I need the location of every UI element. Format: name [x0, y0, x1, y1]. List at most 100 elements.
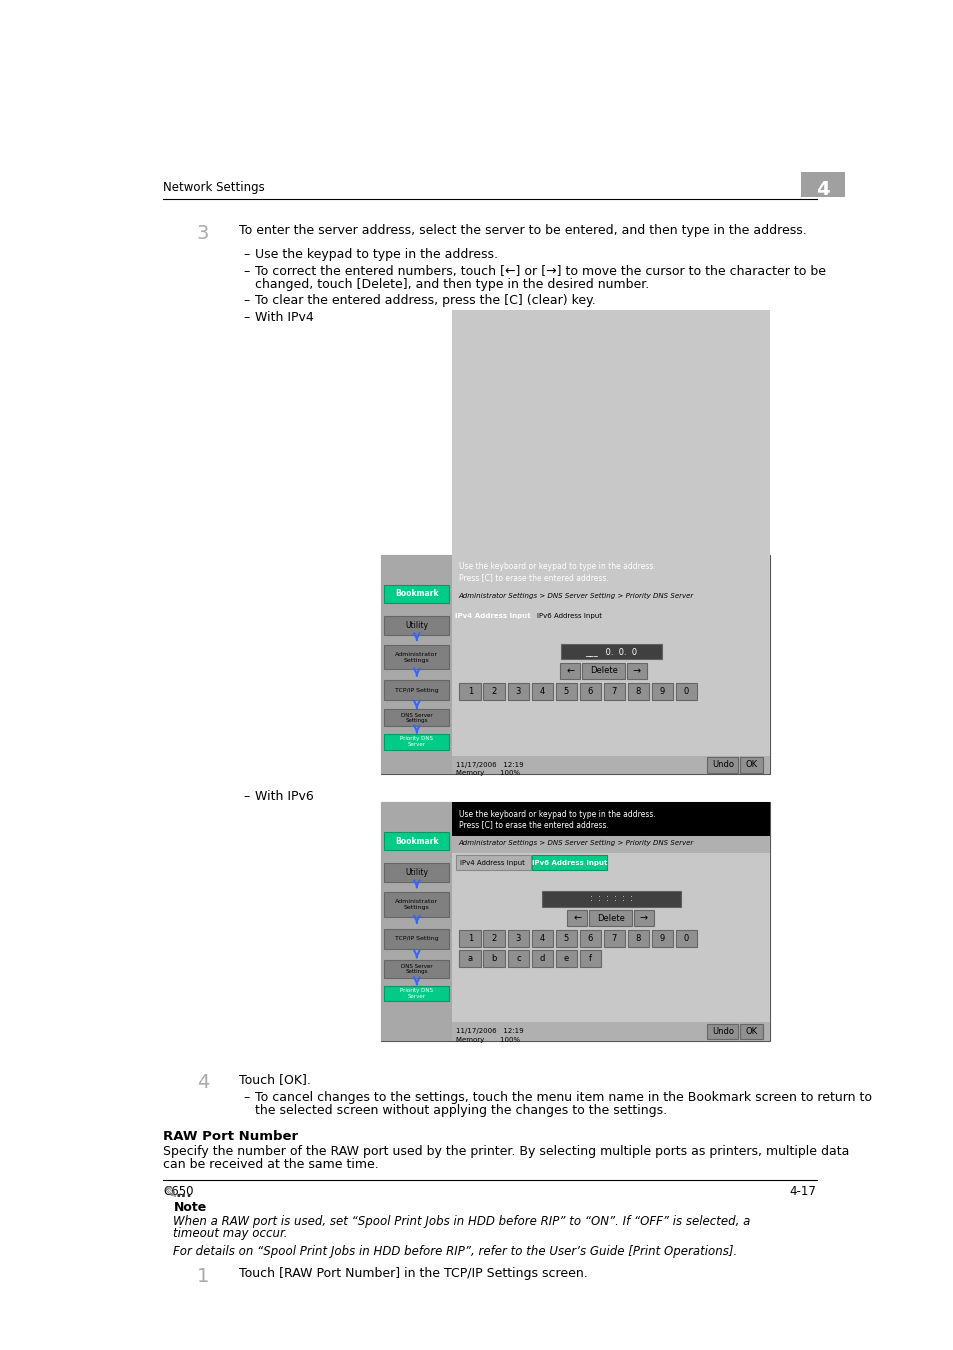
- Text: 3: 3: [196, 224, 209, 243]
- Text: 11/17/2006   12:19: 11/17/2006 12:19: [456, 761, 523, 768]
- FancyBboxPatch shape: [384, 680, 449, 701]
- Text: Priority DNS
Server: Priority DNS Server: [400, 988, 433, 999]
- Bar: [452, 310, 769, 756]
- Text: IPv6 Address Input: IPv6 Address Input: [537, 613, 601, 618]
- Text: 2: 2: [491, 934, 497, 944]
- Text: C650: C650: [163, 1184, 193, 1197]
- FancyBboxPatch shape: [531, 683, 553, 701]
- FancyBboxPatch shape: [531, 950, 553, 968]
- FancyBboxPatch shape: [626, 663, 646, 679]
- FancyBboxPatch shape: [707, 1023, 738, 1040]
- FancyBboxPatch shape: [579, 930, 600, 948]
- FancyBboxPatch shape: [483, 683, 505, 701]
- FancyBboxPatch shape: [581, 663, 624, 679]
- Text: For details on “Spool Print Jobs in HDD before RIP”, refer to the User’s Guide [: For details on “Spool Print Jobs in HDD …: [173, 1246, 737, 1258]
- Text: ___   0.  0.  0: ___ 0. 0. 0: [585, 647, 637, 656]
- Text: 1: 1: [467, 687, 473, 697]
- Text: timeout may occur.: timeout may occur.: [173, 1227, 288, 1239]
- Bar: [381, 802, 769, 1041]
- FancyBboxPatch shape: [507, 930, 529, 948]
- Text: Touch [RAW Port Number] in the TCP/IP Settings screen.: Touch [RAW Port Number] in the TCP/IP Se…: [239, 1266, 587, 1280]
- FancyBboxPatch shape: [384, 960, 449, 979]
- Text: Priority DNS
Server: Priority DNS Server: [400, 736, 433, 747]
- Bar: [381, 802, 452, 1041]
- FancyBboxPatch shape: [579, 950, 600, 968]
- FancyBboxPatch shape: [384, 986, 449, 1002]
- FancyBboxPatch shape: [384, 734, 449, 749]
- Text: Utility: Utility: [405, 868, 428, 878]
- Bar: [801, 171, 844, 197]
- Text: To enter the server address, select the server to be entered, and then type in t: To enter the server address, select the …: [239, 224, 806, 236]
- Text: OK: OK: [745, 760, 757, 770]
- Text: TCP/IP Setting: TCP/IP Setting: [395, 687, 438, 693]
- FancyBboxPatch shape: [384, 892, 449, 917]
- Text: 4: 4: [539, 687, 544, 697]
- Text: Delete: Delete: [596, 914, 624, 922]
- Text: →: →: [632, 666, 640, 676]
- Text: TCP/IP Setting: TCP/IP Setting: [395, 937, 438, 941]
- FancyBboxPatch shape: [384, 864, 449, 882]
- Text: Utility: Utility: [405, 621, 428, 630]
- FancyBboxPatch shape: [384, 617, 449, 634]
- FancyBboxPatch shape: [707, 757, 738, 772]
- Text: 8: 8: [635, 934, 640, 944]
- FancyBboxPatch shape: [532, 608, 607, 624]
- Text: Bookmark: Bookmark: [395, 837, 438, 845]
- FancyBboxPatch shape: [384, 929, 449, 949]
- Text: Use the keyboard or keypad to type in the address.: Use the keyboard or keypad to type in th…: [458, 810, 655, 818]
- FancyBboxPatch shape: [579, 683, 600, 701]
- Text: To correct the entered numbers, touch [←] or [→] to move the cursor to the chara: To correct the entered numbers, touch [←…: [254, 265, 825, 278]
- FancyBboxPatch shape: [384, 832, 449, 850]
- FancyBboxPatch shape: [675, 683, 697, 701]
- Text: Specify the number of the RAW port used by the printer. By selecting multiple po: Specify the number of the RAW port used …: [163, 1145, 849, 1158]
- FancyBboxPatch shape: [555, 950, 577, 968]
- Text: 0: 0: [683, 687, 688, 697]
- Text: 7: 7: [611, 687, 617, 697]
- Bar: [452, 752, 769, 756]
- FancyBboxPatch shape: [588, 910, 632, 926]
- Text: 0: 0: [683, 934, 688, 944]
- FancyBboxPatch shape: [740, 757, 762, 772]
- Text: ←: ←: [573, 913, 580, 923]
- FancyBboxPatch shape: [555, 930, 577, 948]
- FancyBboxPatch shape: [567, 910, 587, 926]
- Text: Memory       100%: Memory 100%: [456, 771, 520, 776]
- Text: –: –: [243, 248, 250, 262]
- FancyBboxPatch shape: [532, 855, 607, 871]
- Text: Administrator
Settings: Administrator Settings: [395, 652, 437, 663]
- Text: Use the keyboard or keypad to type in the address.: Use the keyboard or keypad to type in th…: [458, 563, 655, 571]
- Text: 3: 3: [516, 934, 520, 944]
- FancyBboxPatch shape: [555, 683, 577, 701]
- Text: Delete: Delete: [589, 667, 617, 675]
- Text: 8: 8: [635, 687, 640, 697]
- Text: –: –: [243, 265, 250, 278]
- Bar: [452, 836, 769, 1022]
- Text: changed, touch [Delete], and then type in the desired number.: changed, touch [Delete], and then type i…: [254, 278, 648, 290]
- Text: 4-17: 4-17: [789, 1184, 816, 1197]
- FancyBboxPatch shape: [531, 930, 553, 948]
- Bar: [452, 756, 769, 774]
- FancyBboxPatch shape: [483, 950, 505, 968]
- Text: –: –: [243, 1091, 250, 1104]
- Text: DNS Server
Settings: DNS Server Settings: [400, 713, 433, 724]
- Text: 5: 5: [563, 687, 568, 697]
- Text: 4: 4: [539, 934, 544, 944]
- Text: To clear the entered address, press the [C] (clear) key.: To clear the entered address, press the …: [254, 294, 595, 308]
- Text: –: –: [243, 294, 250, 308]
- FancyBboxPatch shape: [459, 683, 480, 701]
- Bar: [452, 589, 769, 606]
- FancyBboxPatch shape: [459, 930, 480, 948]
- Text: Administrator
Settings: Administrator Settings: [395, 899, 437, 910]
- FancyBboxPatch shape: [740, 1023, 762, 1040]
- Text: c: c: [516, 954, 520, 964]
- Text: d: d: [539, 954, 544, 964]
- Bar: [452, 1022, 769, 1041]
- Text: Press [C] to erase the entered address.: Press [C] to erase the entered address.: [458, 821, 608, 829]
- Bar: [381, 555, 769, 774]
- Text: –: –: [243, 312, 250, 324]
- Text: 1: 1: [196, 1266, 209, 1287]
- Text: OK: OK: [745, 1027, 757, 1035]
- Text: 7: 7: [611, 934, 617, 944]
- Text: 4: 4: [196, 1073, 209, 1092]
- FancyBboxPatch shape: [384, 710, 449, 726]
